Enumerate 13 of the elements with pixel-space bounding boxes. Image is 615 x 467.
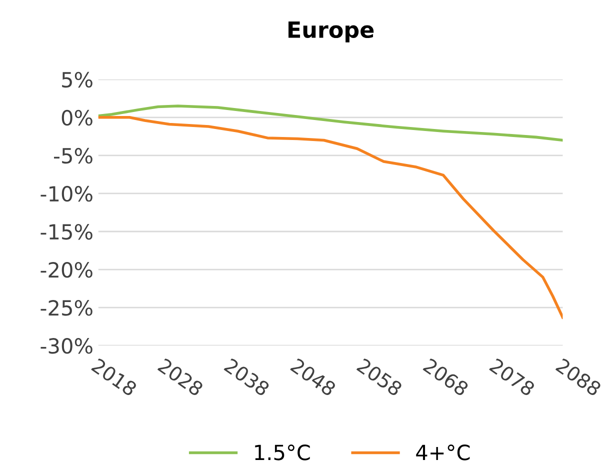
y-tick-label: -15% — [40, 224, 92, 240]
y-tick-label: -30% — [40, 338, 92, 354]
legend-label: 4+°C — [416, 444, 470, 460]
y-tick-label: -20% — [40, 262, 92, 278]
y-tick-label: -5% — [54, 148, 92, 164]
legend-label: 1.5°C — [255, 444, 310, 460]
y-tick-label: -10% — [40, 186, 92, 202]
y-tick-label: 0% — [62, 110, 92, 126]
chart-title: Europe — [288, 22, 374, 42]
line-series — [98, 116, 563, 319]
y-tick-label: -25% — [40, 300, 92, 316]
y-tick-label: 5% — [62, 72, 92, 88]
line-series — [98, 104, 563, 142]
